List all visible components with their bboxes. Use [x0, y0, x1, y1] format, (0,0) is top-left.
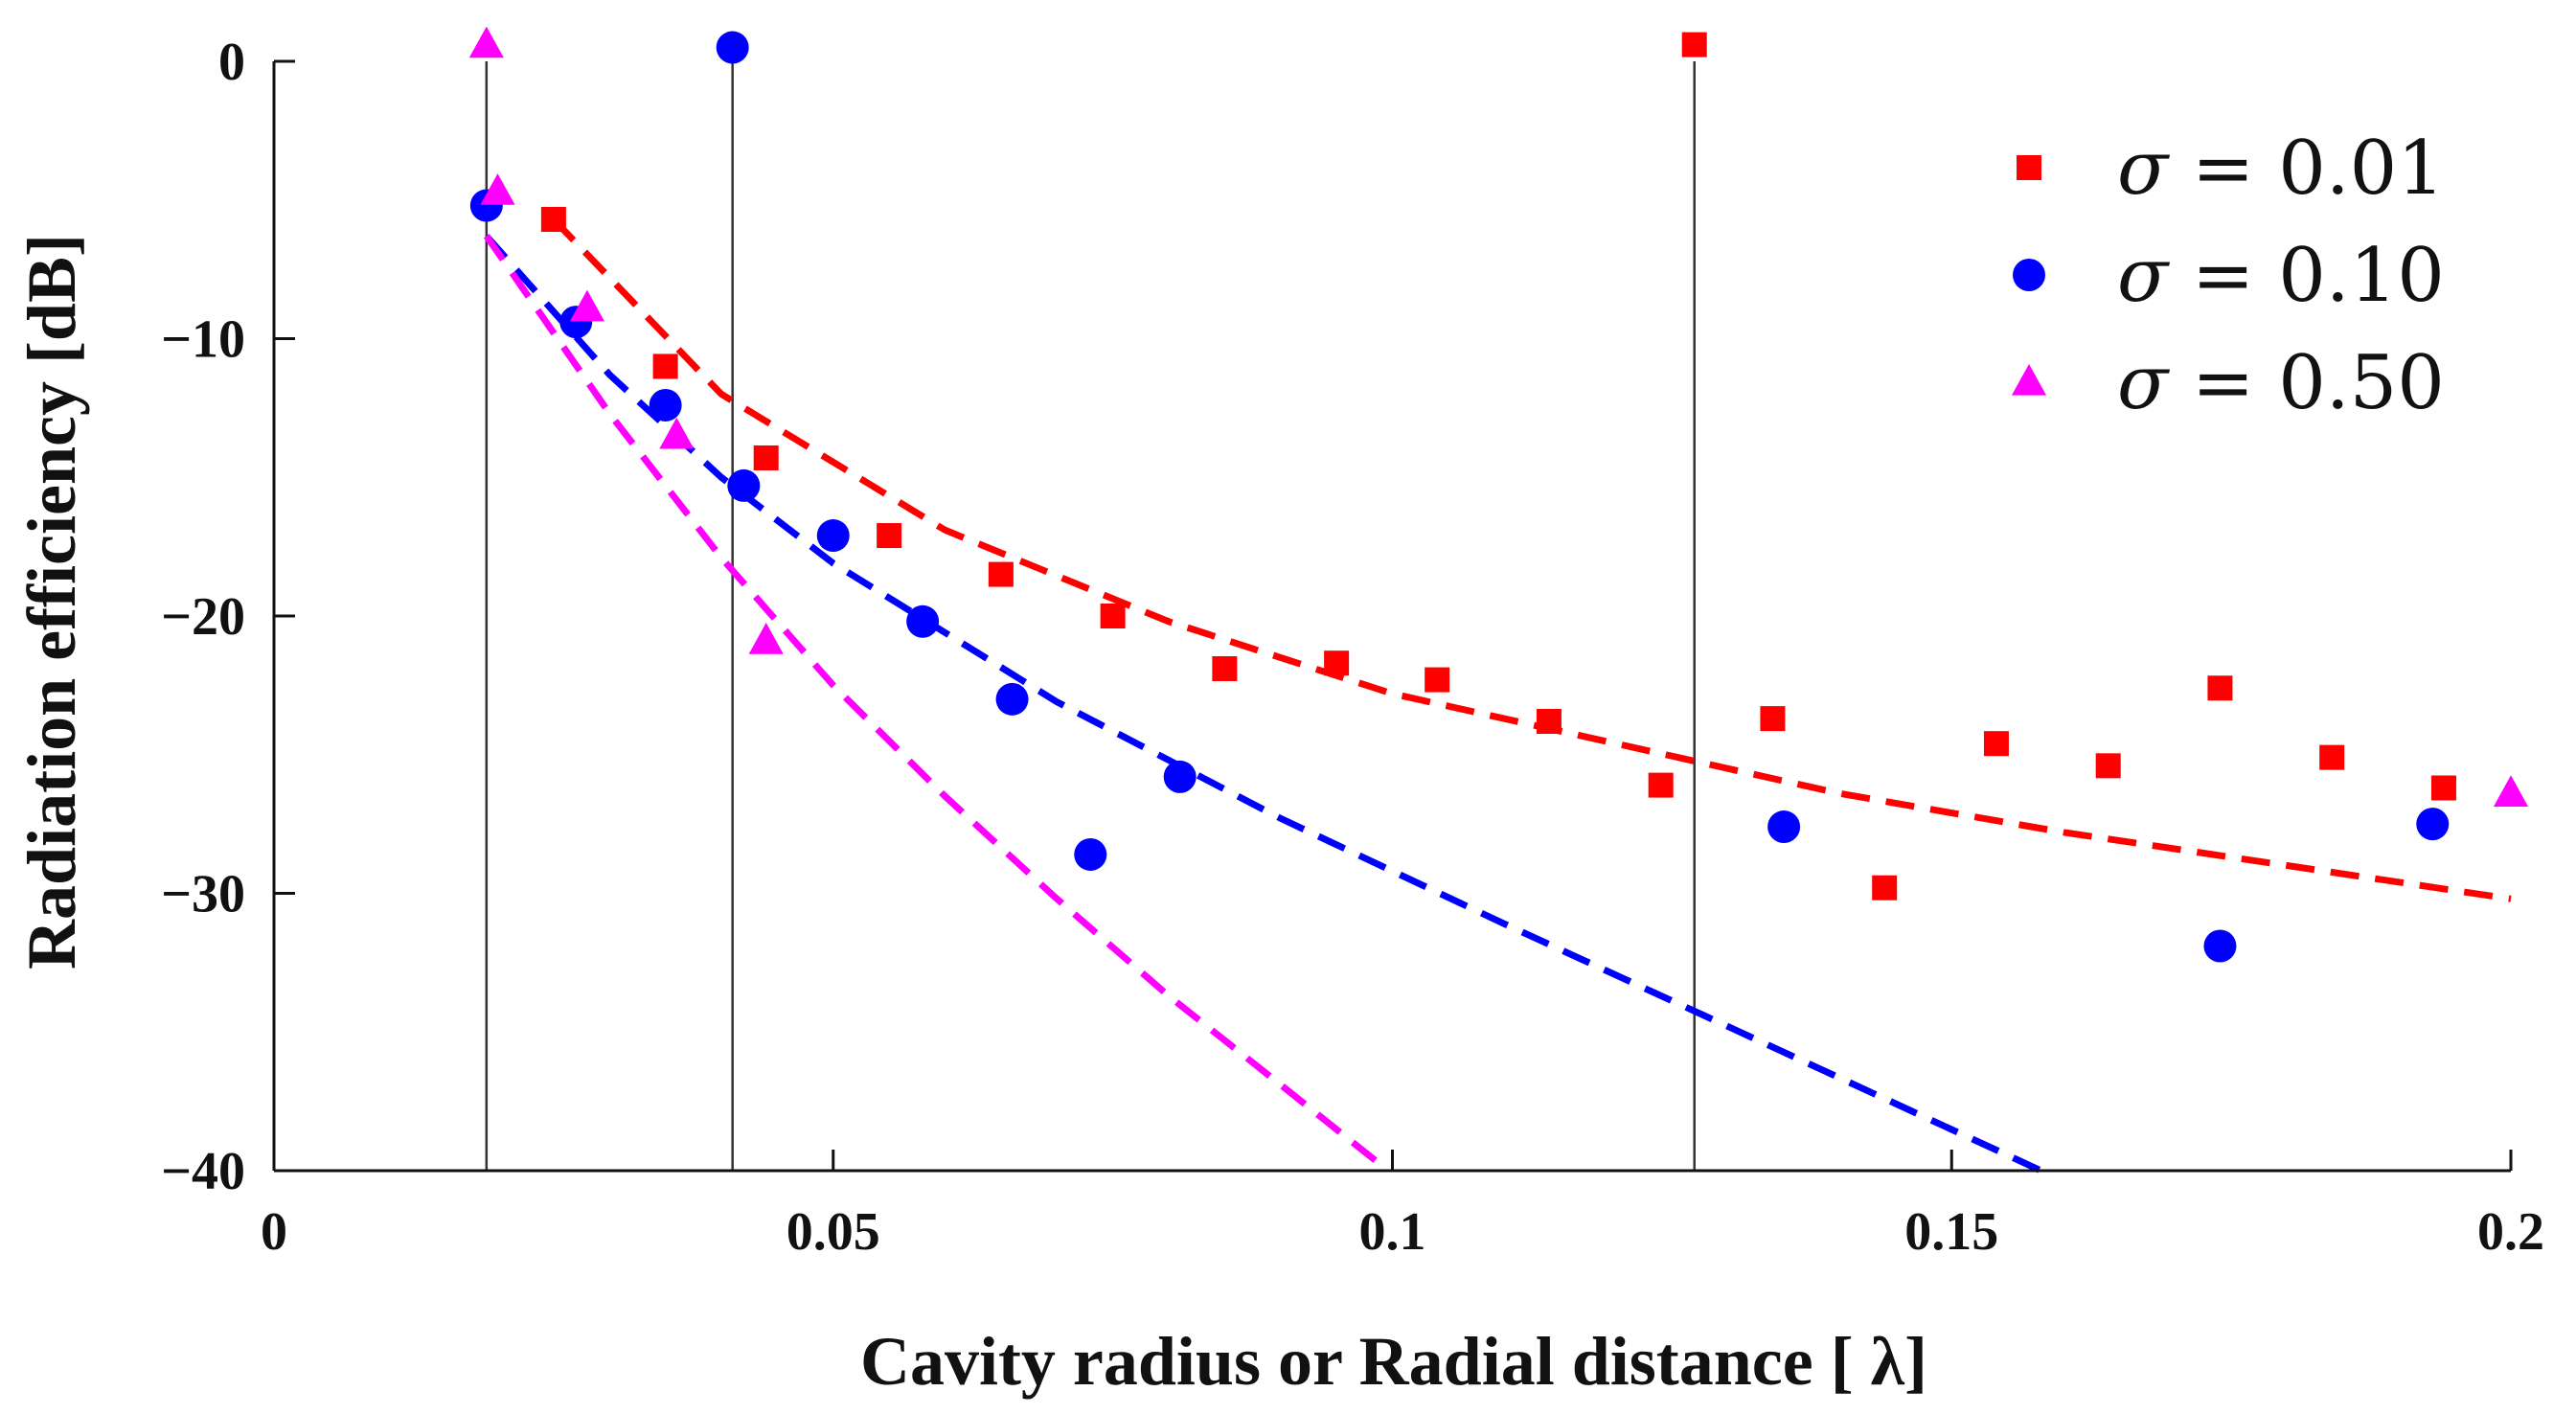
data-point-1-10 — [1767, 810, 1801, 844]
legend-symbol-2: σ — [2117, 340, 2170, 426]
data-point-2-2 — [569, 289, 604, 322]
data-point-1-8 — [1074, 837, 1107, 871]
reference-lines — [485, 61, 1696, 1171]
x-tick-label-0: 0 — [261, 1202, 287, 1262]
legend-marker-2 — [2011, 364, 2047, 396]
data-point-0-2 — [652, 354, 678, 379]
legend-marker-0 — [2017, 155, 2041, 180]
data-point-0-15 — [2095, 753, 2121, 779]
data-point-2-1 — [480, 173, 515, 205]
trend-line-0 — [551, 217, 2512, 902]
data-point-1-7 — [995, 682, 1029, 716]
legend-label-1: σ = 0.10 — [2117, 233, 2445, 319]
trend-line-2 — [483, 234, 1383, 1168]
legend: σ = 0.01σ = 0.10σ = 0.50 — [2011, 125, 2445, 426]
legend-value-0: = 0.01 — [2168, 125, 2445, 212]
data-point-0-9 — [1425, 667, 1450, 693]
legend-marker-1 — [2013, 259, 2045, 291]
legend-value-2: = 0.50 — [2168, 340, 2445, 426]
trend-line-1 — [484, 234, 2043, 1175]
data-point-2-5 — [2493, 775, 2529, 807]
legend-value-1: = 0.10 — [2168, 233, 2445, 319]
x-tick-label-4: 0.2 — [2477, 1202, 2544, 1262]
data-point-1-6 — [906, 604, 940, 638]
data-point-0-16 — [2207, 675, 2233, 701]
data-point-0-7 — [1212, 656, 1238, 682]
data-point-1-12 — [2416, 808, 2450, 841]
data-point-0-1 — [540, 207, 566, 233]
legend-symbol-1: σ — [2117, 233, 2170, 319]
legend-symbol-0: σ — [2117, 125, 2170, 212]
data-point-0-8 — [1324, 650, 1350, 676]
x-tick-label-3: 0.15 — [1904, 1202, 1998, 1262]
data-point-0-12 — [1760, 706, 1786, 732]
trend-lines — [483, 217, 2512, 1175]
data-point-0-11 — [1648, 772, 1674, 798]
data-point-1-4 — [727, 468, 761, 502]
data-point-0-0 — [1681, 32, 1707, 57]
data-point-0-14 — [1983, 731, 2009, 757]
data-point-0-5 — [988, 561, 1014, 587]
data-point-2-3 — [659, 417, 695, 449]
data-point-0-18 — [2430, 775, 2456, 801]
y-tick-label-1: −10 — [161, 310, 245, 370]
data-point-0-6 — [1100, 604, 1126, 628]
data-point-1-9 — [1163, 760, 1197, 793]
data-point-1-11 — [2203, 929, 2237, 963]
y-tick-label-4: −40 — [161, 1142, 245, 1201]
y-axis-title: Radiation efficiency [dB] — [13, 234, 90, 969]
data-point-0-3 — [753, 445, 779, 470]
x-tick-label-1: 0.05 — [786, 1202, 880, 1262]
legend-label-2: σ = 0.50 — [2117, 340, 2445, 426]
data-point-0-13 — [1872, 875, 1898, 901]
axes — [272, 61, 2511, 1173]
data-point-0-4 — [877, 523, 902, 549]
y-tick-label-3: −30 — [161, 865, 245, 924]
y-tick-label-0: 0 — [218, 33, 245, 92]
data-point-2-0 — [468, 26, 504, 58]
data-point-1-0 — [716, 31, 749, 64]
x-axis-title: Cavity radius or Radial distance [ λ] — [860, 1323, 1927, 1400]
x-tick-label-2: 0.1 — [1359, 1202, 1426, 1262]
data-point-1-3 — [649, 388, 682, 422]
ticks: 0 0.05 0.1 0.15 0.2 0 −10 −20 −30 −40 — [161, 33, 2544, 1262]
data-point-1-5 — [816, 519, 850, 553]
legend-label-0: σ = 0.01 — [2117, 125, 2445, 212]
data-point-0-10 — [1536, 709, 1562, 735]
data-points — [468, 26, 2529, 963]
data-point-0-17 — [2319, 744, 2345, 770]
y-tick-label-2: −20 — [161, 587, 245, 647]
data-point-2-4 — [748, 623, 784, 654]
